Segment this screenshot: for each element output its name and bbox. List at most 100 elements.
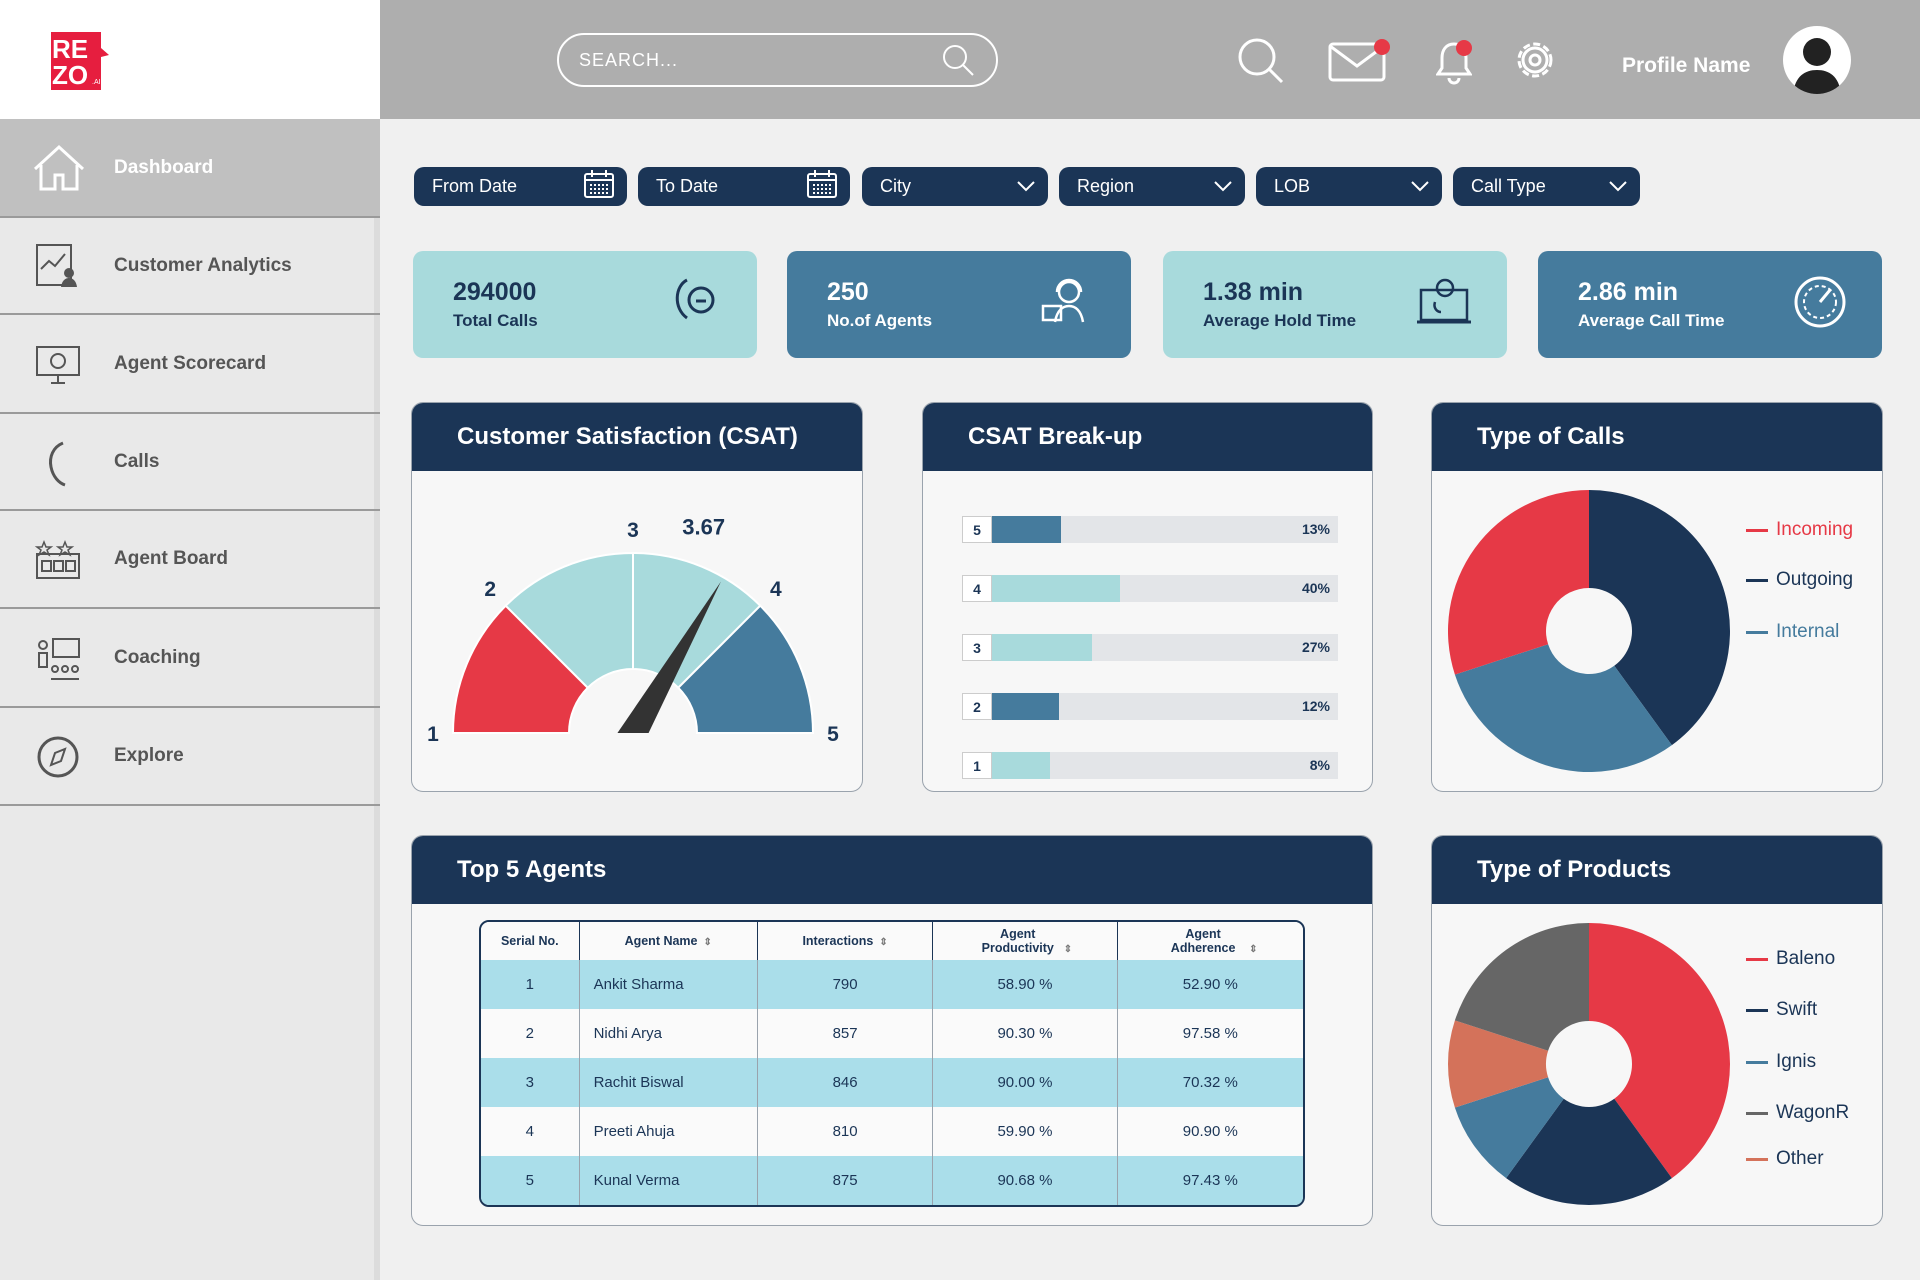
sidebar bbox=[0, 119, 380, 1280]
legend-item-swift: Swift bbox=[1746, 999, 1817, 1021]
legend-label: Baleno bbox=[1776, 948, 1836, 969]
search-icon[interactable] bbox=[1236, 36, 1286, 86]
sort-icon[interactable]: ⇕ bbox=[1249, 944, 1258, 955]
table-cell: Kunal Verma bbox=[579, 1156, 758, 1205]
sort-icon[interactable]: ⇕ bbox=[703, 937, 712, 948]
panel-title: Type of Products bbox=[1432, 836, 1882, 904]
sidebar-item-explore[interactable]: Explore bbox=[0, 708, 380, 806]
sidebar-item-coaching[interactable]: Coaching bbox=[0, 609, 380, 708]
kpi-text: 250 No.of Agents bbox=[827, 278, 932, 331]
filter-lob[interactable]: LOB bbox=[1256, 167, 1442, 206]
search-icon[interactable] bbox=[940, 42, 976, 78]
chevron-down-icon bbox=[1410, 176, 1430, 197]
pie-slice-internal bbox=[1454, 644, 1672, 772]
table-cell: 3 bbox=[481, 1058, 580, 1107]
table-cell: 790 bbox=[757, 960, 934, 1009]
calendar-icon bbox=[806, 169, 838, 204]
kpi-value: 1.38 min bbox=[1203, 278, 1304, 306]
kpi-label: Average Hold Time bbox=[1203, 311, 1357, 330]
column-header[interactable]: Agent Adherence ⇕ bbox=[1117, 922, 1303, 960]
filter-to-date[interactable]: To Date bbox=[638, 167, 850, 206]
scorecard-icon bbox=[28, 337, 88, 391]
csat-breakup-panel: CSAT Break-up 5 13% 4 40% 3 27% 2 12% 1 8% bbox=[922, 402, 1373, 792]
bar-track: 8% bbox=[992, 752, 1338, 779]
mail-button[interactable] bbox=[1328, 39, 1390, 87]
filter-from-date[interactable]: From Date bbox=[414, 167, 627, 206]
sidebar-item-calls[interactable]: Calls bbox=[0, 414, 380, 511]
pie-slice-incoming bbox=[1448, 490, 1589, 675]
type-of-products-donut bbox=[1448, 923, 1730, 1205]
sidebar-item-agent-board[interactable]: Agent Board bbox=[0, 511, 380, 609]
legend-item-internal: Internal bbox=[1746, 621, 1839, 643]
filter-city[interactable]: City bbox=[862, 167, 1048, 206]
filter-label: To Date bbox=[656, 176, 719, 196]
sort-icon[interactable]: ⇕ bbox=[879, 937, 888, 948]
sidebar-item-dashboard[interactable]: Dashboard bbox=[0, 119, 380, 218]
table-row[interactable]: 2 Nidhi Arya 857 90.30 % 97.58 % bbox=[481, 1009, 1303, 1058]
column-header[interactable]: Interactions ⇕ bbox=[757, 922, 934, 960]
chevron-down-icon bbox=[1016, 176, 1036, 197]
bar-fill bbox=[992, 575, 1121, 602]
sort-icon[interactable]: ⇕ bbox=[1063, 944, 1073, 955]
bar-fill bbox=[992, 634, 1092, 661]
mail-icon bbox=[1328, 42, 1386, 82]
table-cell: 97.43 % bbox=[1117, 1156, 1303, 1205]
table-cell: 59.90 % bbox=[933, 1107, 1118, 1156]
type-of-calls-donut bbox=[1448, 490, 1730, 772]
table-cell: Rachit Biswal bbox=[579, 1058, 758, 1107]
filter-call-type[interactable]: Call Type bbox=[1453, 167, 1640, 206]
mail-notification-dot bbox=[1374, 39, 1390, 55]
filter-region[interactable]: Region bbox=[1059, 167, 1245, 206]
home-icon bbox=[28, 141, 88, 195]
csat-bar-row: 4 40% bbox=[962, 575, 1338, 602]
bar-value-label: 12% bbox=[1301, 698, 1330, 714]
panel-title: Customer Satisfaction (CSAT) bbox=[412, 403, 862, 471]
analytics-icon bbox=[28, 239, 88, 293]
legend-swatch bbox=[1746, 957, 1768, 961]
table-row[interactable]: 1 Ankit Sharma 790 58.90 % 52.90 % bbox=[481, 960, 1303, 1009]
sidebar-item-label: Dashboard bbox=[114, 156, 214, 178]
table-row[interactable]: 4 Preeti Ahuja 810 59.90 % 90.90 % bbox=[481, 1107, 1303, 1156]
csat-gauge-panel: Customer Satisfaction (CSAT) 1 2 3 4 5 3.67 bbox=[411, 402, 863, 792]
bar-value-label: 27% bbox=[1301, 639, 1330, 655]
pie-slice-swift bbox=[1506, 1098, 1672, 1205]
filter-label: LOB bbox=[1274, 176, 1311, 196]
table-cell: Ankit Sharma bbox=[579, 960, 758, 1009]
column-header-label: Interactions bbox=[802, 934, 874, 948]
gauge-value-label: 3.67 bbox=[682, 515, 725, 540]
table-row[interactable]: 3 Rachit Biswal 846 90.00 % 70.32 % bbox=[481, 1058, 1303, 1107]
agent-headset-icon bbox=[1039, 274, 1099, 335]
legend-item-baleno: Baleno bbox=[1746, 948, 1835, 970]
sidebar-item-agent-scorecard[interactable]: Agent Scorecard bbox=[0, 315, 380, 414]
bar-category-label: 2 bbox=[962, 693, 992, 720]
table-row[interactable]: 5 Kunal Verma 875 90.68 % 97.43 % bbox=[481, 1156, 1303, 1205]
avatar[interactable] bbox=[1783, 26, 1851, 94]
legend-label: Other bbox=[1776, 1148, 1824, 1169]
gear-icon[interactable] bbox=[1512, 37, 1558, 83]
speedometer-icon bbox=[1790, 274, 1850, 335]
profile-name[interactable]: Profile Name bbox=[1622, 54, 1751, 77]
rezo-logo[interactable]: RE ZO .AI bbox=[49, 30, 111, 92]
column-header[interactable]: Agent Name ⇕ bbox=[579, 922, 758, 960]
bar-category-label: 1 bbox=[962, 752, 992, 779]
table-cell: Preeti Ahuja bbox=[579, 1107, 758, 1156]
notifications-button[interactable] bbox=[1435, 40, 1473, 91]
gauge-tick-label: 2 bbox=[484, 578, 496, 601]
column-header-label: Agent Productivity bbox=[981, 927, 1054, 955]
pie-slice-outgoing bbox=[1589, 490, 1730, 746]
top-agents-panel: Top 5 Agents Serial No. Agent Name ⇕ Intera… bbox=[411, 835, 1373, 1226]
table-cell: 90.30 % bbox=[933, 1009, 1118, 1058]
legend-swatch bbox=[1746, 1008, 1768, 1012]
table-cell: 90.90 % bbox=[1117, 1107, 1303, 1156]
kpi-label: Total Calls bbox=[453, 311, 538, 330]
kpi-value: 294000 bbox=[453, 278, 537, 306]
column-header[interactable]: Agent Productivity ⇕ bbox=[933, 922, 1118, 960]
table-cell: 4 bbox=[481, 1107, 580, 1156]
bar-category-label: 5 bbox=[962, 516, 992, 543]
table-cell: 1 bbox=[481, 960, 580, 1009]
search-placeholder: SEARCH... bbox=[579, 49, 679, 70]
panel-title: Type of Calls bbox=[1432, 403, 1882, 471]
search-input[interactable]: SEARCH... bbox=[557, 33, 998, 87]
sidebar-item-customer-analytics[interactable]: Customer Analytics bbox=[0, 218, 380, 315]
bar-category-label: 4 bbox=[962, 575, 992, 602]
